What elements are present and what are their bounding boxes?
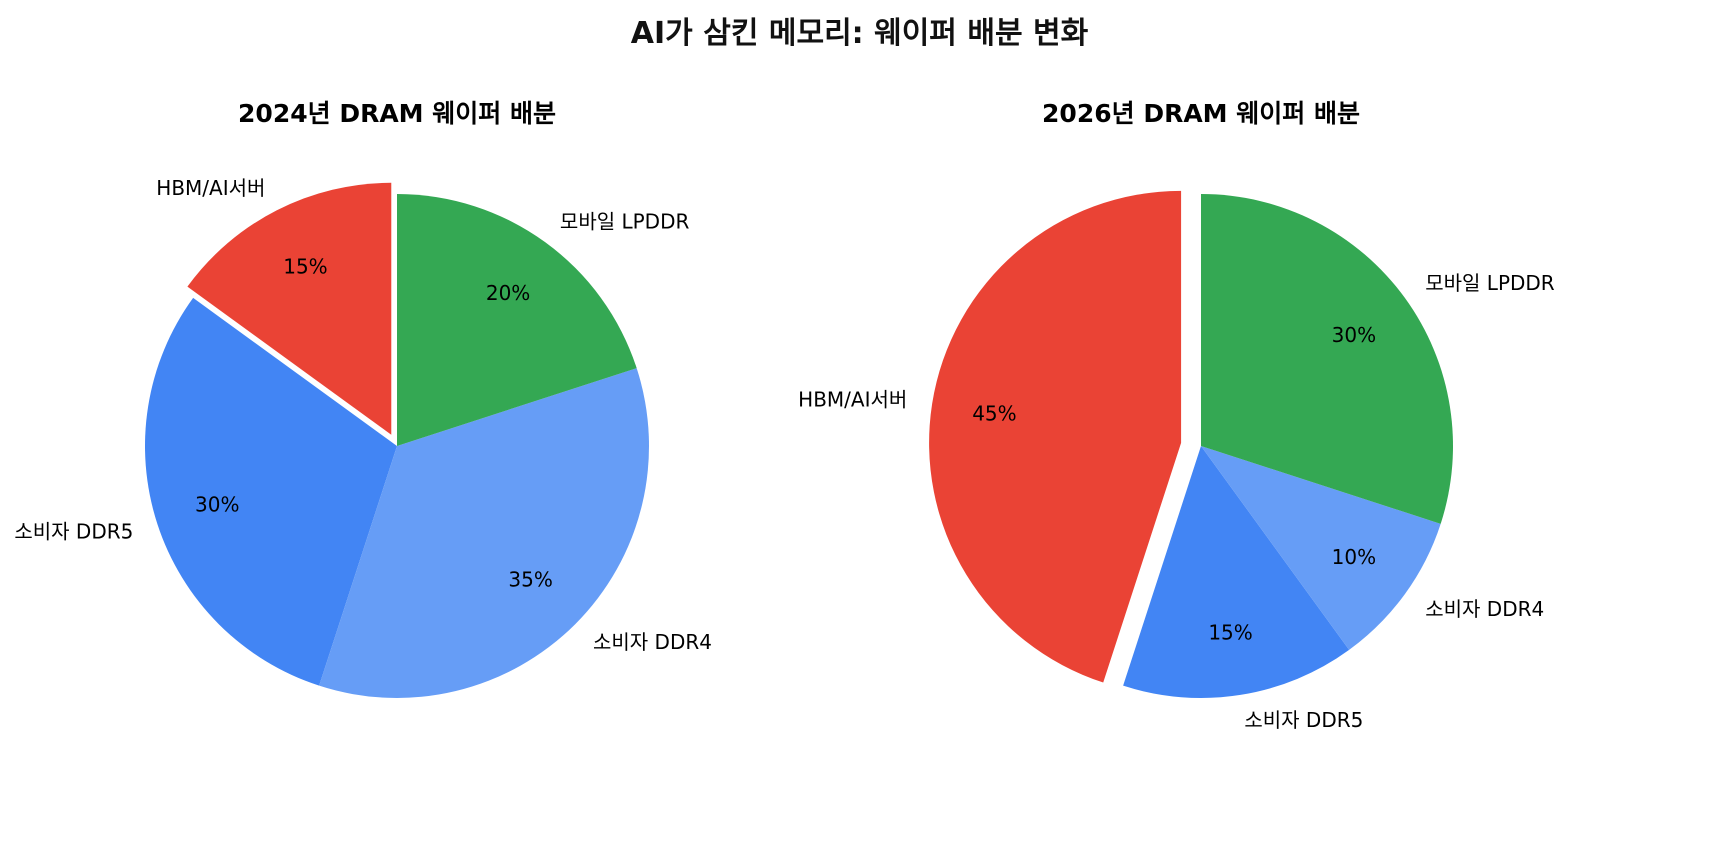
pie-chart-2026: 2026년 DRAM 웨이퍼 배분 HBM/AI서버 45% 소비자 DDR5 15%…: [798, 99, 1555, 732]
slice-percent-label: 15%: [1208, 621, 1252, 645]
slice-category-label: 소비자 DDR5: [1244, 708, 1363, 732]
pie-slice: [1201, 194, 1453, 524]
pie-slice: [397, 194, 637, 446]
slice-category-label: HBM/AI서버: [156, 176, 265, 200]
pie-slice: [1201, 446, 1441, 650]
chart-title-2026: 2026년 DRAM 웨이퍼 배분: [1042, 99, 1360, 128]
slice-category-label: 모바일 LPDDR: [560, 210, 690, 234]
pie-slice: [187, 182, 392, 435]
slice-percent-label: 30%: [195, 492, 239, 516]
slice-percent-label: 35%: [508, 568, 552, 592]
slice-category-label: HBM/AI서버: [798, 387, 907, 411]
slice-category-label: 모바일 LPDDR: [1425, 271, 1555, 295]
slice-percent-label: 15%: [283, 254, 327, 278]
slice-category-label: 소비자 DDR4: [593, 630, 712, 654]
slice-percent-label: 20%: [486, 281, 530, 305]
pie-slice: [319, 368, 650, 698]
pie-slice: [1123, 446, 1350, 698]
pie-slice: [929, 190, 1182, 683]
slice-category-label: 소비자 DDR5: [14, 520, 133, 544]
chart-title-2024: 2024년 DRAM 웨이퍼 배분: [238, 99, 556, 128]
slice-percent-label: 10%: [1332, 545, 1376, 569]
slice-percent-label: 45%: [972, 401, 1016, 425]
slice-category-label: 소비자 DDR4: [1425, 597, 1544, 621]
figure-title: AI가 삼킨 메모리: 웨이퍼 배분 변화: [630, 16, 1089, 51]
slice-percent-label: 30%: [1332, 323, 1376, 347]
pie-slice: [145, 297, 397, 686]
pie-chart-2024: 2024년 DRAM 웨이퍼 배분 HBM/AI서버 15% 소비자 DDR5 30%…: [14, 99, 712, 698]
